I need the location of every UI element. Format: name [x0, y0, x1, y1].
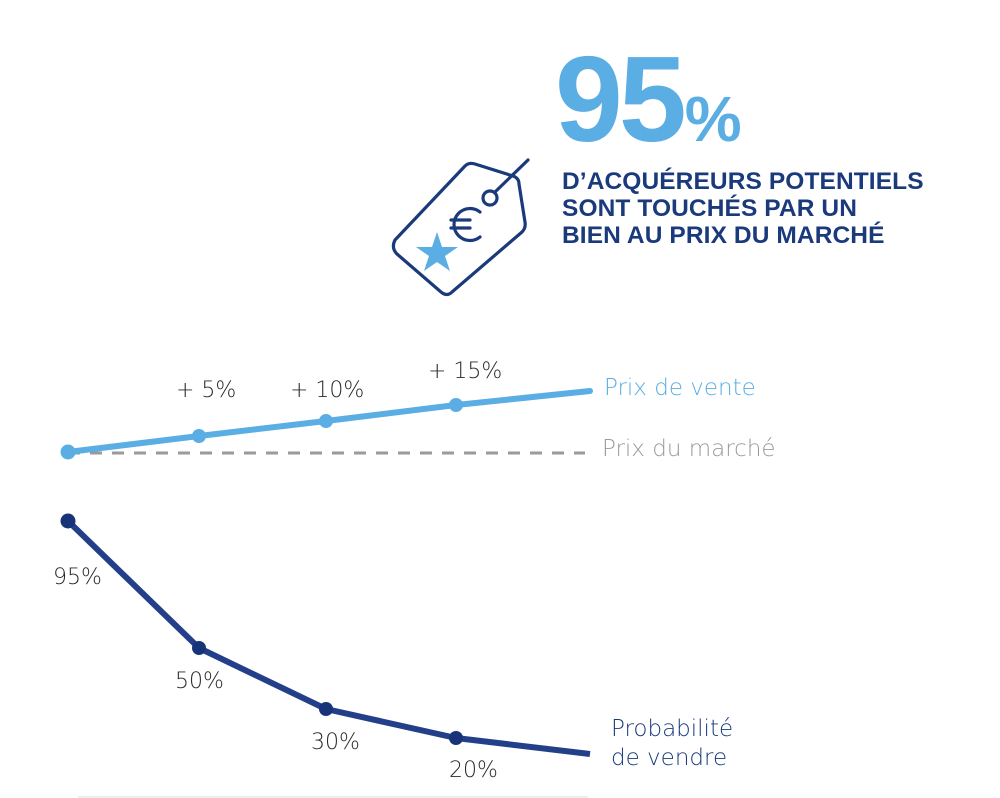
hero-caption-line: D’ACQUÉREURS POTENTIELS	[562, 168, 924, 195]
market-price-label: Prix du marché	[602, 436, 776, 462]
hero-caption-line: BIEN AU PRIX DU MARCHÉ	[562, 222, 885, 249]
price-tag-euro-star-icon	[391, 158, 530, 297]
probability-point-label: 95%	[53, 565, 102, 590]
star-icon	[416, 232, 458, 271]
probability-point-label: 20%	[449, 758, 498, 783]
probability-label-line: Probabilité	[611, 716, 734, 742]
price-point-label: + 10%	[290, 378, 365, 403]
probability-label: Probabilité de vendre	[611, 715, 733, 773]
hero-unit: %	[684, 83, 742, 155]
probability-label-line: de vendre	[611, 745, 728, 771]
hero-value: 95	[555, 31, 687, 167]
hero-caption: D’ACQUÉREURS POTENTIELS SONT TOUCHÉS PAR…	[562, 168, 924, 249]
price-point-label: + 15%	[428, 359, 503, 384]
bottom-divider	[78, 796, 588, 798]
sale-price-label: Prix de vente	[604, 375, 756, 401]
probability-points	[60, 513, 463, 745]
hero-caption-line: SONT TOUCHÉS PAR UN	[562, 195, 858, 222]
price-point-label: + 5%	[176, 378, 237, 403]
sale-price-points	[60, 398, 463, 460]
probability-point-label: 50%	[175, 669, 224, 694]
probability-line	[65, 518, 591, 757]
probability-point-label: 30%	[311, 730, 360, 755]
hero-stat: 95%	[555, 38, 742, 160]
